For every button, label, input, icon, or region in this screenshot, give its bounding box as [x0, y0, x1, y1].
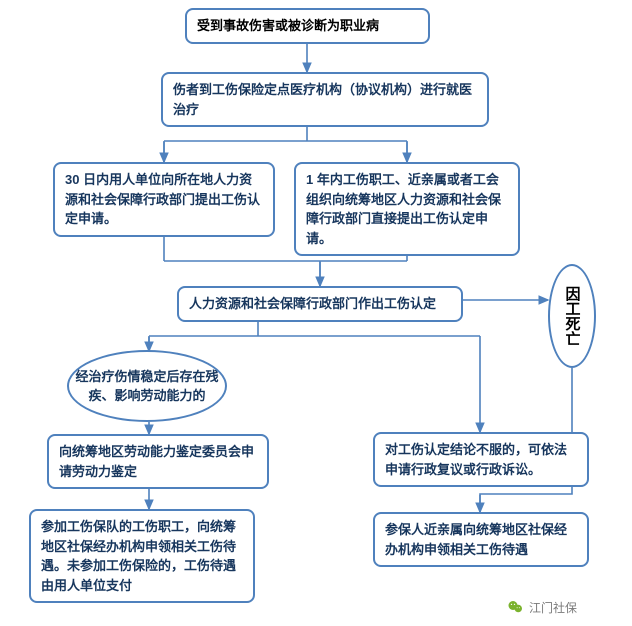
node-n2: 伤者到工伤保险定点医疗机构（协议机构）进行就医治疗: [161, 72, 489, 127]
footer-label: 江门社保: [529, 599, 577, 616]
node-n4: 1 年内工伤职工、近亲属或者工会组织向统筹地区人力资源和社会保障行政部门直接提出…: [294, 162, 520, 256]
node-n1: 受到事故伤害或被诊断为职业病: [185, 8, 430, 44]
node-n9: 对工伤认定结论不服的，可依法申请行政复议或行政诉讼。: [373, 432, 589, 487]
node-n11: 因工死亡: [548, 264, 596, 368]
wechat-icon: [507, 598, 525, 616]
node-n3: 30 日内用人单位向所在地人力资源和社会保障行政部门提出工伤认定申请。: [53, 162, 275, 237]
node-n5: 人力资源和社会保障行政部门作出工伤认定: [177, 286, 463, 322]
node-n8: 参加工伤保队的工伤职工，向统筹地区社保经办机构申领相关工伤待遇。未参加工伤保险的…: [29, 509, 255, 603]
node-n7: 向统筹地区劳动能力鉴定委员会申请劳动力鉴定: [47, 434, 269, 489]
node-n10: 参保人近亲属向统筹地区社保经办机构申领相关工伤待遇: [373, 512, 589, 567]
node-n6: 经治疗伤情稳定后存在残疾、影响劳动能力的: [67, 350, 227, 422]
footer: 江门社保: [507, 598, 577, 616]
